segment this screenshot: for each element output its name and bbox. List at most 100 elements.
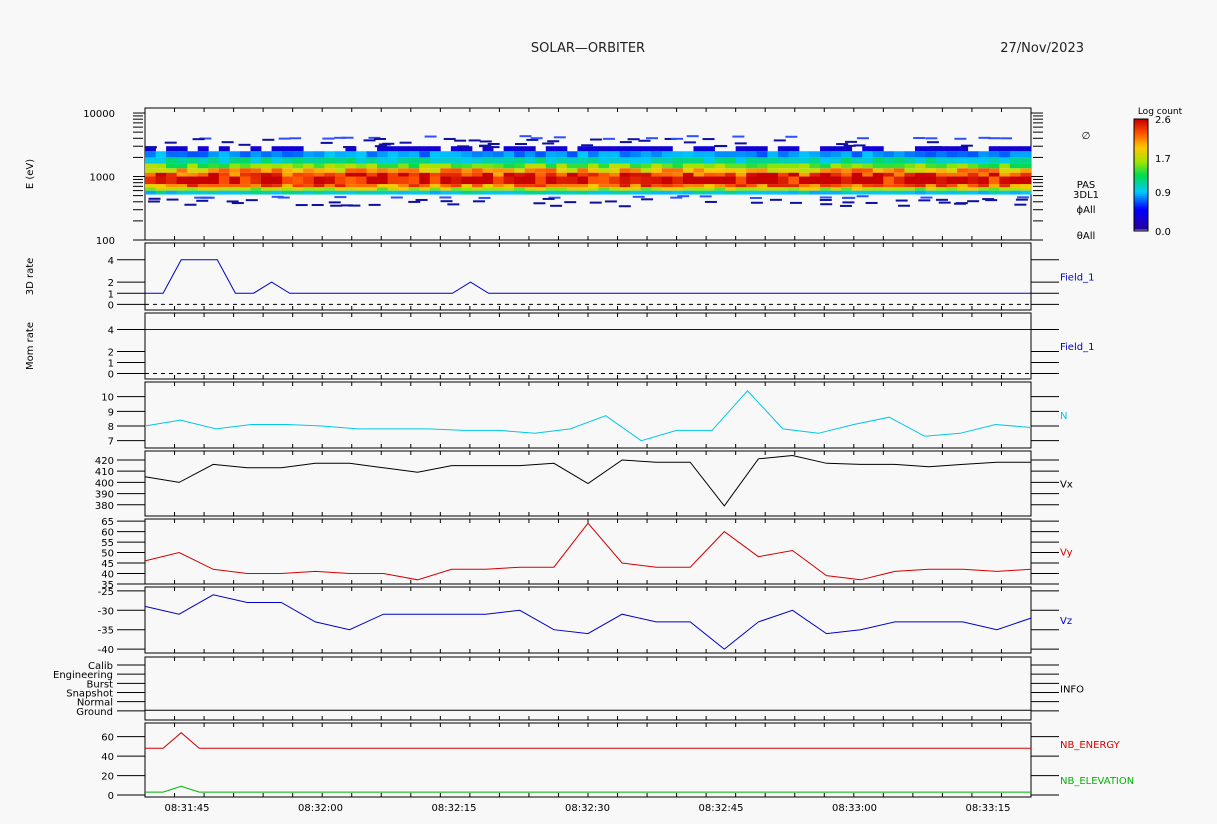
colorbar-cell	[1134, 152, 1148, 155]
spectrogram-cell	[830, 146, 842, 152]
spectrogram-speckle	[953, 202, 966, 205]
y-tick-label: 4	[108, 326, 114, 337]
right-label: Field_1	[1060, 342, 1094, 353]
colorbar-cell	[1134, 193, 1148, 197]
spectrogram-cell	[851, 184, 863, 188]
spectrogram-cell	[914, 151, 926, 158]
spectrogram-cell	[630, 176, 642, 185]
spectrogram-cell	[967, 168, 979, 173]
spectrogram-cell	[176, 184, 188, 188]
spectrogram-cell	[355, 163, 367, 169]
spectrogram-cell	[345, 168, 357, 173]
spectrogram-cell	[883, 176, 895, 185]
spectrogram-cell	[988, 172, 1000, 177]
spectrogram-cell	[1009, 157, 1021, 164]
spectrogram-cell	[419, 168, 431, 173]
spectrogram-speckle	[547, 140, 560, 143]
spectrogram-cell	[239, 184, 251, 188]
spectrogram-cell	[957, 163, 969, 169]
spectrogram-cell	[524, 163, 536, 169]
spectrogram-cell	[419, 190, 431, 195]
colorbar-tick-label: 0.0	[1155, 227, 1171, 238]
colorbar-cell	[1134, 165, 1148, 169]
spectrogram-speckle	[542, 142, 555, 145]
spectrogram-cell	[820, 172, 831, 177]
spectrogram-cell	[893, 176, 905, 185]
colorbar-cell	[1134, 150, 1148, 154]
spectrogram-cell	[482, 172, 494, 177]
spectrogram-speckle	[526, 138, 539, 141]
time-tick-label: 08:32:15	[432, 803, 477, 814]
spectrogram-cell	[535, 190, 547, 195]
spectrogram-cell	[767, 187, 779, 191]
y-tick-label: 40	[101, 570, 114, 581]
spectrogram-cell	[556, 151, 568, 158]
spectrogram-speckle	[856, 137, 869, 140]
spectrogram-cell	[366, 184, 378, 188]
spectrogram-cell	[450, 190, 462, 195]
spectrogram-cell	[735, 163, 747, 169]
spectrogram-cell	[482, 190, 494, 195]
spectrogram-cell	[714, 157, 726, 164]
spectrogram-cell	[250, 146, 262, 152]
spectrogram-speckle	[853, 144, 866, 147]
spectrogram-cell	[261, 187, 272, 191]
y-tick-label: 4	[108, 256, 114, 267]
spectrogram-cell	[640, 146, 652, 152]
spectrogram-cell	[313, 157, 325, 164]
spectrogram-cell	[566, 163, 578, 169]
spectrogram-cell	[609, 184, 621, 188]
colorbar-cell	[1134, 128, 1148, 131]
spectrogram-cell	[524, 184, 536, 188]
spectrogram-cell	[334, 176, 346, 185]
spectrogram-speckle	[231, 202, 244, 205]
spectrogram-cell	[514, 184, 526, 188]
colorbar-cell	[1134, 167, 1148, 170]
colorbar-cell	[1134, 214, 1148, 217]
spectrogram-cell	[851, 172, 863, 177]
y-tick-label: 45	[101, 559, 114, 570]
spectrogram-cell	[261, 176, 272, 185]
spectrogram-cell	[872, 176, 884, 185]
spectrogram-cell	[651, 163, 663, 169]
spectrogram-speckle	[715, 145, 728, 148]
spectrogram-cell	[145, 190, 156, 195]
spectrogram-cell	[218, 163, 230, 169]
spectrogram-speckle	[330, 204, 343, 207]
spectrogram-cell	[756, 172, 768, 177]
spectrogram-cell	[440, 172, 452, 177]
spectrogram-cell	[145, 151, 156, 158]
spectrogram-cell	[450, 176, 462, 185]
spectrogram-speckle	[604, 200, 617, 203]
series-line	[144, 522, 1032, 581]
spectrogram-cell	[777, 163, 789, 169]
spectrogram-cell	[936, 184, 948, 188]
spectrogram-cell	[493, 168, 505, 173]
spectrogram-cell	[999, 146, 1011, 152]
spectrogram-cell	[756, 184, 768, 188]
spectrogram-cell	[250, 151, 262, 158]
spectrogram-cell	[324, 190, 336, 195]
spectrogram-speckle	[732, 135, 745, 138]
colorbar-tick-label: 2.6	[1155, 115, 1171, 126]
spectrogram-cell	[419, 176, 431, 185]
spectrogram-speckle	[1014, 203, 1027, 206]
spectrogram-cell	[904, 168, 916, 173]
colorbar-tick-label: 0.9	[1155, 188, 1171, 199]
spectrogram-cell	[893, 163, 905, 169]
spectrogram-cell	[588, 146, 599, 152]
spectrogram-speckle	[341, 136, 354, 139]
spectrogram-cell	[872, 151, 884, 158]
spectrogram-cell	[630, 163, 642, 169]
spectrogram-cell	[830, 184, 842, 188]
spectrogram-speckle	[530, 137, 543, 140]
spectrogram-cell	[239, 168, 251, 173]
right-label: Vz	[1060, 616, 1072, 627]
spectrogram-cell	[830, 151, 842, 158]
spectrogram-speckle	[750, 201, 763, 204]
spectrogram-speckle	[221, 141, 234, 144]
spectrogram-cell	[239, 176, 251, 185]
spectrogram-cell	[503, 187, 515, 191]
spectrogram-cell	[693, 151, 705, 158]
spectrogram-cell	[535, 184, 547, 188]
